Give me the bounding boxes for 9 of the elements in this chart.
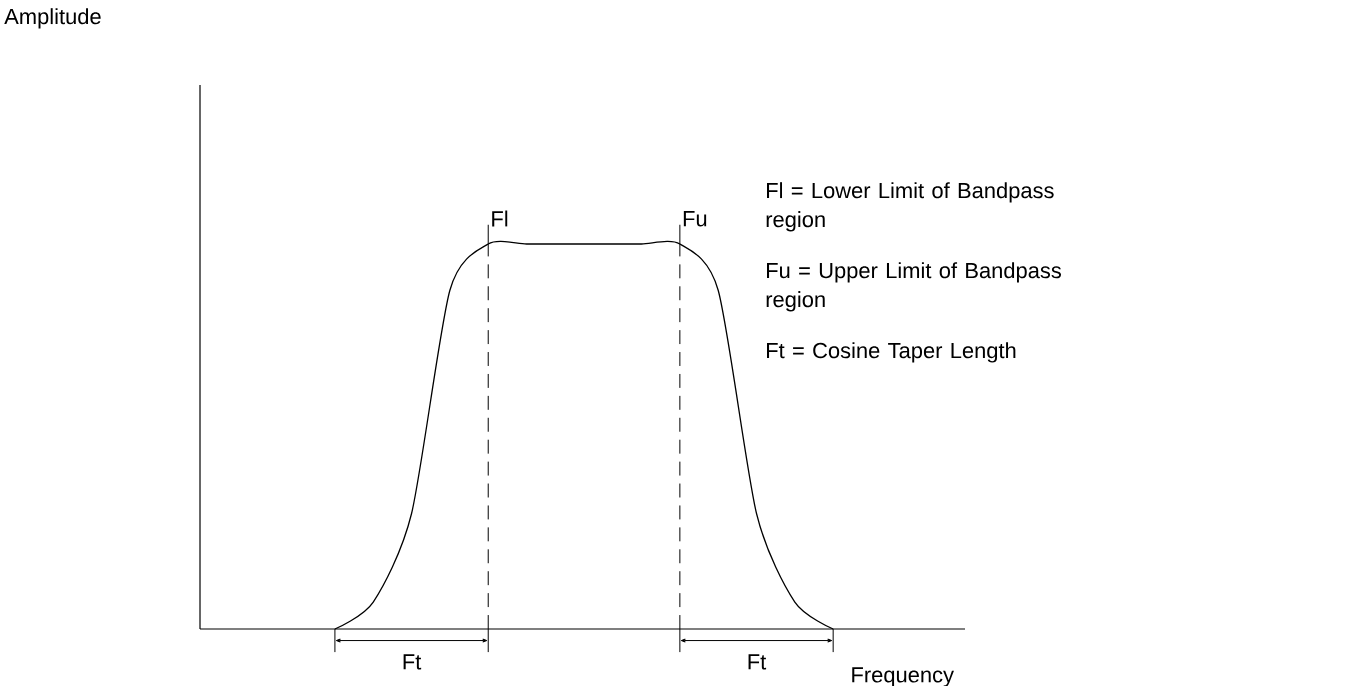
text: Fu bbox=[683, 211, 707, 227]
text: Ft bbox=[403, 654, 422, 670]
annotation: Ft = Cosine Taper Length bbox=[767, 342, 1016, 363]
text: Fl bbox=[492, 210, 508, 227]
text: Fl = Lower Limit of Bandpass region bbox=[766, 182, 1054, 232]
text: Amplitude bbox=[4, 8, 101, 29]
x-axis-title: Frequency bbox=[852, 667, 954, 686]
text: Ft bbox=[748, 654, 767, 670]
annotation: Fu = Upper Limit of Bandpass region bbox=[766, 262, 1062, 312]
